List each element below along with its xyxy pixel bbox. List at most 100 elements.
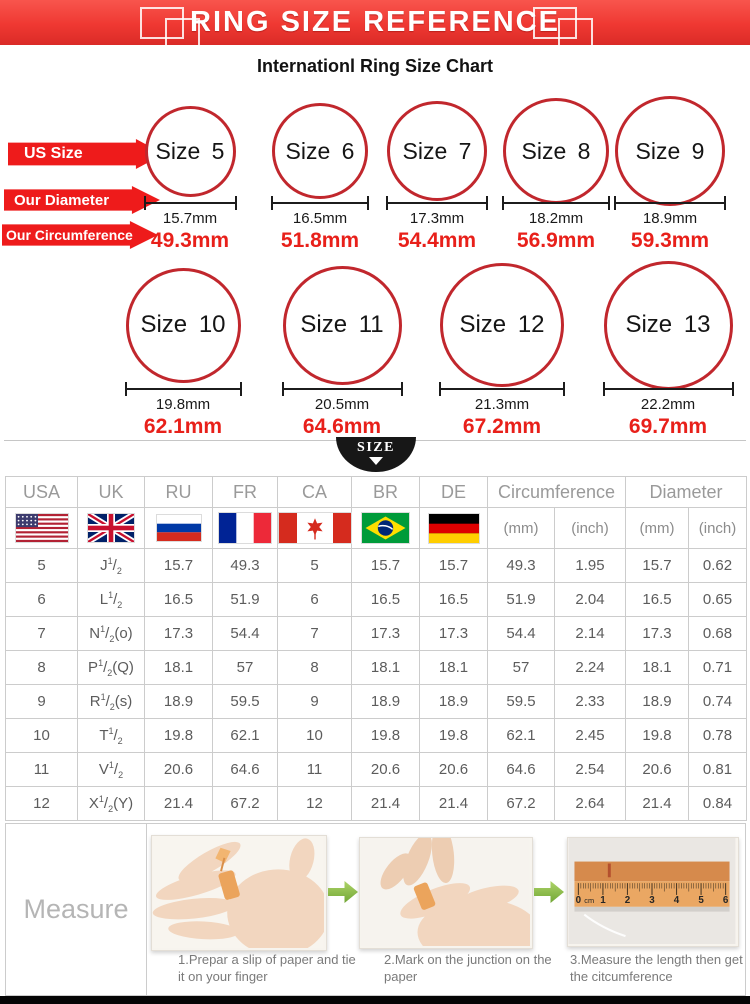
cell-fr: 59.5 bbox=[212, 684, 278, 719]
ruler-number: 6 bbox=[723, 895, 729, 906]
step1-photo-paper-on-finger bbox=[151, 835, 327, 951]
size-badge: SIZE bbox=[336, 437, 416, 472]
ru-flag bbox=[155, 514, 202, 542]
table-row: 5 J1/2 15.7 49.3 5 15.7 15.7 49.3 1.95 15.7 0.62 bbox=[5, 548, 748, 583]
ring-circle: Size 11 bbox=[282, 265, 402, 385]
ring-circle: Size 13 bbox=[603, 260, 733, 390]
cell-circ_mm: 62.1 bbox=[487, 718, 555, 753]
diameter-value: 19.8mm bbox=[155, 396, 211, 413]
cell-de: 20.6 bbox=[419, 752, 488, 787]
ruler-number: 2 bbox=[625, 895, 631, 906]
cell-de: 21.4 bbox=[419, 786, 488, 821]
column-header-fr: FR bbox=[212, 476, 278, 508]
cell-fr: 64.6 bbox=[212, 752, 278, 787]
diameter-value: 17.3mm bbox=[409, 210, 465, 227]
diameter-value: 15.7mm bbox=[162, 210, 218, 227]
cell-ca: 8 bbox=[277, 650, 352, 685]
cell-ca: 7 bbox=[277, 616, 352, 651]
column-header-circumference: Circumference bbox=[486, 476, 627, 508]
cell-dia_mm: 18.9 bbox=[625, 684, 690, 719]
our-diameter-arrow-label: Our Diameter bbox=[4, 186, 160, 214]
size-badge-text: SIZE bbox=[357, 440, 395, 455]
column-header-de: DE bbox=[419, 476, 488, 508]
ruler-measuring-illustration: 0 1 2 3 4 5 6 cm bbox=[568, 838, 736, 944]
diameter-value: 18.2mm bbox=[528, 210, 584, 227]
cell-de: 19.8 bbox=[419, 718, 488, 753]
circumference-value: 51.8mm bbox=[280, 229, 360, 252]
cell-dia_mm: 19.8 bbox=[625, 718, 690, 753]
cell-uk: R1/2(s) bbox=[77, 684, 145, 719]
fr-flag-cell bbox=[212, 507, 278, 549]
column-header-ru: RU bbox=[144, 476, 213, 508]
diameter-value: 18.9mm bbox=[642, 210, 698, 227]
hand-with-paper-slip-illustration bbox=[152, 836, 324, 948]
cell-fr: 49.3 bbox=[212, 548, 278, 583]
ru-flag-cell bbox=[144, 507, 213, 549]
column-header-usa: USA bbox=[5, 476, 78, 508]
cell-usa: 11 bbox=[5, 752, 78, 787]
cell-br: 16.5 bbox=[351, 582, 420, 617]
circumference-value: 67.2mm bbox=[462, 415, 542, 438]
de-flag-cell bbox=[419, 507, 488, 549]
cell-dia_in: 0.65 bbox=[688, 582, 748, 617]
circumference-value: 64.6mm bbox=[302, 415, 382, 438]
ring-circle: Size 8 bbox=[503, 98, 609, 204]
ring-circle: Size 7 bbox=[387, 101, 487, 201]
ring-circle: Size 12 bbox=[440, 263, 564, 387]
flags-row: (mm) (inch) (mm) (inch) bbox=[5, 507, 748, 549]
unit-header: (mm) bbox=[625, 507, 690, 549]
cell-usa: 12 bbox=[5, 786, 78, 821]
circumference-value: 56.9mm bbox=[516, 229, 596, 252]
cell-dia_mm: 16.5 bbox=[625, 582, 690, 617]
cell-circ_mm: 59.5 bbox=[487, 684, 555, 719]
column-header-br: BR bbox=[351, 476, 420, 508]
diameter-measure-line bbox=[386, 196, 488, 210]
page-subtitle: Internationl Ring Size Chart bbox=[256, 56, 493, 76]
cell-ca: 9 bbox=[277, 684, 352, 719]
cell-ca: 11 bbox=[277, 752, 352, 787]
cell-circ_mm: 67.2 bbox=[487, 786, 555, 821]
cell-usa: 8 bbox=[5, 650, 78, 685]
usa-flag-cell bbox=[5, 507, 78, 549]
ruler-number: 1 bbox=[600, 895, 606, 906]
ruler-number: 3 bbox=[649, 895, 655, 906]
cell-circ_mm: 51.9 bbox=[487, 582, 555, 617]
cell-ru: 18.1 bbox=[144, 650, 213, 685]
diameter-value: 20.5mm bbox=[314, 396, 370, 413]
table-row: 10 T1/2 19.8 62.1 10 19.8 19.8 62.1 2.45 19.8 0.78 bbox=[5, 718, 748, 753]
green-arrow-right-icon bbox=[328, 881, 358, 903]
circumference-value: 69.7mm bbox=[628, 415, 708, 438]
diameter-measure-line bbox=[602, 382, 734, 396]
cell-fr: 67.2 bbox=[212, 786, 278, 821]
step3-caption: 3.Measure the length then get the citcum… bbox=[570, 952, 743, 984]
cell-circ_in: 2.33 bbox=[553, 684, 627, 719]
br-flag-cell bbox=[351, 507, 420, 549]
cell-usa: 5 bbox=[5, 548, 78, 583]
cell-uk: V1/2 bbox=[77, 752, 145, 787]
cell-circ_mm: 54.4 bbox=[487, 616, 555, 651]
cell-br: 18.9 bbox=[351, 684, 420, 719]
cell-circ_in: 2.45 bbox=[553, 718, 627, 753]
overlapping-squares-icon bbox=[533, 4, 599, 47]
cell-circ_in: 1.95 bbox=[553, 548, 627, 583]
cell-uk: X1/2(Y) bbox=[77, 786, 145, 821]
table-row: 7 N1/2(o) 17.3 54.4 7 17.3 17.3 54.4 2.14 17.3 0.6… bbox=[5, 616, 748, 651]
diameter-measure-line bbox=[439, 382, 565, 396]
column-header-ca: CA bbox=[277, 476, 352, 508]
ca-flag bbox=[277, 512, 352, 544]
cell-circ_mm: 57 bbox=[487, 650, 555, 685]
international-size-table: USA UK RU FR CA BR DE Circumference Diameter (mm)… bbox=[5, 476, 748, 821]
us-size-arrow-label: US Size bbox=[8, 139, 164, 169]
cell-circ_in: 2.54 bbox=[553, 752, 627, 787]
ruler-number: 4 bbox=[674, 895, 680, 906]
circumference-value: 54.4mm bbox=[397, 229, 477, 252]
step1-caption: 1.Prepar a slip of paper and tie it on y… bbox=[178, 952, 356, 984]
cell-de: 18.9 bbox=[419, 684, 488, 719]
banner: RING SIZE REFERENCE bbox=[0, 0, 750, 47]
cell-dia_mm: 18.1 bbox=[625, 650, 690, 685]
ruler-number: 5 bbox=[698, 895, 704, 906]
cell-de: 16.5 bbox=[419, 582, 488, 617]
cell-dia_in: 0.74 bbox=[688, 684, 748, 719]
uk-flag bbox=[87, 513, 135, 543]
cell-ru: 15.7 bbox=[144, 548, 213, 583]
